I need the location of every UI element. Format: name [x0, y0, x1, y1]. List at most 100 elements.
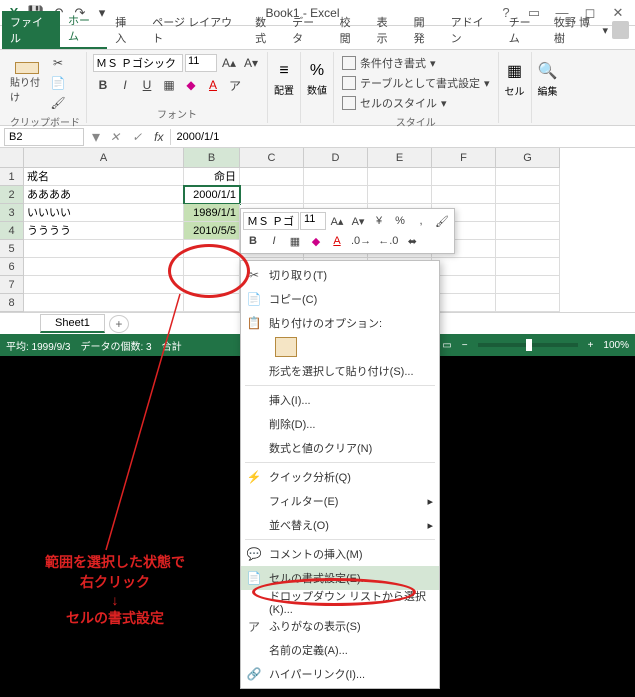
cm-show-phonetic[interactable]: アふりがなの表示(S): [241, 614, 439, 638]
underline-button[interactable]: U: [137, 76, 157, 94]
mini-italic-button[interactable]: I: [264, 231, 284, 251]
cancel-icon[interactable]: ✕: [104, 130, 126, 144]
zoom-in-button[interactable]: +: [588, 340, 594, 351]
zoom-level[interactable]: 100%: [603, 340, 629, 351]
col-header-g[interactable]: G: [496, 148, 560, 168]
col-header-e[interactable]: E: [368, 148, 432, 168]
cell[interactable]: [496, 222, 560, 240]
tab-review[interactable]: 校閲: [332, 11, 369, 49]
zoom-slider[interactable]: [478, 343, 578, 347]
cell[interactable]: 1989/1/1: [184, 204, 240, 222]
mini-comma-icon[interactable]: ,: [411, 211, 431, 231]
tab-developer[interactable]: 開発: [406, 11, 443, 49]
cell[interactable]: [432, 276, 496, 294]
cell-styles-button[interactable]: セルのスタイル ▾: [340, 94, 492, 112]
cm-hyperlink[interactable]: 🔗ハイパーリンク(I)...: [241, 662, 439, 686]
cell[interactable]: [368, 168, 432, 186]
tab-data[interactable]: データ: [284, 11, 332, 49]
cell[interactable]: [432, 294, 496, 312]
mini-dec-inc-icon[interactable]: .0→: [348, 231, 374, 251]
mini-bold-button[interactable]: B: [243, 231, 263, 251]
cm-paste-options[interactable]: 📋貼り付けのオプション:: [241, 311, 439, 335]
cell[interactable]: 2000/1/1: [184, 186, 240, 204]
cm-format-cells[interactable]: 📄セルの書式設定(E)...: [241, 566, 439, 590]
cm-quick-analysis[interactable]: ⚡クイック分析(Q): [241, 465, 439, 489]
cut-icon[interactable]: ✂: [48, 54, 68, 72]
cm-paste-icon-1[interactable]: [241, 335, 439, 359]
cm-paste-special[interactable]: 形式を選択して貼り付け(S)...: [241, 359, 439, 383]
cell[interactable]: [432, 258, 496, 276]
cell[interactable]: 2010/5/5: [184, 222, 240, 240]
cell[interactable]: いいいい: [24, 204, 184, 222]
cm-pick-from-dropdown[interactable]: ドロップダウン リストから選択(K)...: [241, 590, 439, 614]
tab-formulas[interactable]: 数式: [247, 11, 284, 49]
mini-font-name[interactable]: ＭＳ Ｐゴ: [243, 212, 299, 230]
number-button[interactable]: % 数値: [307, 62, 327, 97]
cell[interactable]: [184, 294, 240, 312]
add-sheet-button[interactable]: +: [109, 315, 129, 333]
mini-percent-icon[interactable]: %: [390, 211, 410, 231]
cell[interactable]: [432, 168, 496, 186]
cell[interactable]: [496, 168, 560, 186]
paste-button[interactable]: 貼り付け: [10, 62, 44, 104]
cell[interactable]: [496, 294, 560, 312]
phonetic-button[interactable]: ア: [225, 76, 245, 94]
cell[interactable]: [24, 276, 184, 294]
mini-merge-icon[interactable]: ⬌: [402, 231, 422, 251]
zoom-out-button[interactable]: −: [462, 340, 468, 351]
mini-fill-color-button[interactable]: ◆: [306, 231, 326, 251]
grow-font-icon[interactable]: A▴: [219, 54, 239, 72]
cell[interactable]: [24, 258, 184, 276]
mini-currency-icon[interactable]: ¥: [369, 211, 389, 231]
shrink-font-icon[interactable]: A▾: [241, 54, 261, 72]
col-header-c[interactable]: C: [240, 148, 304, 168]
mini-border-button[interactable]: ▦: [285, 231, 305, 251]
cell[interactable]: 戒名: [24, 168, 184, 186]
tab-addins[interactable]: アドイン: [443, 11, 501, 49]
cell[interactable]: [432, 186, 496, 204]
formula-nav-icon[interactable]: ▾: [88, 127, 104, 147]
cm-insert[interactable]: 挿入(I)...: [241, 388, 439, 412]
tab-view[interactable]: 表示: [369, 11, 406, 49]
cell[interactable]: ああああ: [24, 186, 184, 204]
cm-filter[interactable]: フィルター(E)▸: [241, 489, 439, 513]
cell[interactable]: [304, 186, 368, 204]
cell[interactable]: [240, 186, 304, 204]
bold-button[interactable]: B: [93, 76, 113, 94]
enter-icon[interactable]: ✓: [126, 130, 148, 144]
col-header-d[interactable]: D: [304, 148, 368, 168]
font-color-button[interactable]: A: [203, 76, 223, 94]
tab-home[interactable]: ホーム: [60, 9, 107, 49]
sheet-tab-1[interactable]: Sheet1: [40, 314, 105, 333]
border-button[interactable]: ▦: [159, 76, 179, 94]
cm-insert-comment[interactable]: 💬コメントの挿入(M): [241, 542, 439, 566]
tab-file[interactable]: ファイル: [2, 11, 60, 49]
row-header[interactable]: 6: [0, 258, 24, 276]
row-header[interactable]: 4: [0, 222, 24, 240]
row-header[interactable]: 2: [0, 186, 24, 204]
font-name-select[interactable]: ＭＳ Ｐゴシック: [93, 54, 183, 72]
cells-button[interactable]: ▦ セル: [505, 61, 525, 98]
user-account[interactable]: 牧野 博樹 ▾: [548, 11, 635, 49]
italic-button[interactable]: I: [115, 76, 135, 94]
cm-copy[interactable]: 📄コピー(C): [241, 287, 439, 311]
cm-sort[interactable]: 並べ替え(O)▸: [241, 513, 439, 537]
cm-clear[interactable]: 数式と値のクリア(N): [241, 436, 439, 460]
font-size-select[interactable]: 11: [185, 54, 217, 72]
format-as-table-button[interactable]: テーブルとして書式設定 ▾: [340, 74, 492, 92]
cell[interactable]: [184, 276, 240, 294]
cell[interactable]: [496, 258, 560, 276]
cell[interactable]: [184, 258, 240, 276]
mini-grow-font-icon[interactable]: A▴: [327, 211, 347, 231]
formula-bar[interactable]: 2000/1/1: [170, 129, 635, 145]
mini-format-painter-icon[interactable]: 🖌: [432, 211, 452, 231]
mini-shrink-font-icon[interactable]: A▾: [348, 211, 368, 231]
view-break-icon[interactable]: ▭: [442, 340, 451, 351]
name-box[interactable]: [4, 128, 84, 146]
fill-color-button[interactable]: ◆: [181, 76, 201, 94]
cell[interactable]: [496, 204, 560, 222]
mini-dec-dec-icon[interactable]: ←.0: [375, 231, 401, 251]
copy-icon[interactable]: 📄: [48, 74, 68, 92]
row-header[interactable]: 3: [0, 204, 24, 222]
cell[interactable]: [368, 186, 432, 204]
